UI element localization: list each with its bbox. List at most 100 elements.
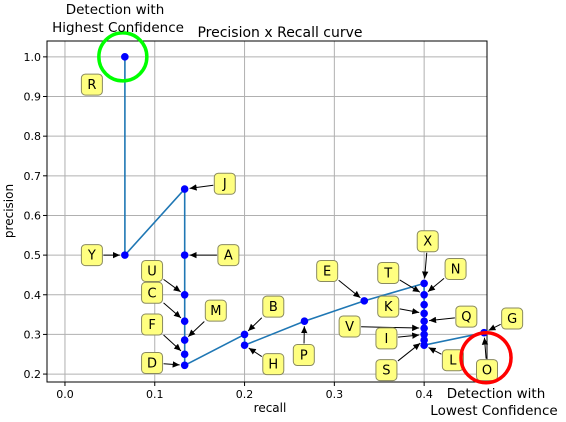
highest-confidence-circle <box>97 31 149 83</box>
data-point <box>121 53 129 61</box>
label-text-u: U <box>147 264 157 279</box>
x-axis-label: recall <box>254 401 287 415</box>
data-point <box>420 317 428 326</box>
label-box-n <box>444 257 467 280</box>
data-point <box>180 290 189 299</box>
y-tick-label: 0.8 <box>24 130 42 143</box>
series-precision-recall <box>121 53 488 370</box>
y-tick-label: 1.0 <box>24 51 42 64</box>
label-text-n: N <box>451 262 461 277</box>
label-arrow-d <box>163 361 180 368</box>
label-box-c <box>141 281 164 304</box>
label-box-j <box>213 172 236 195</box>
label-box-m <box>204 299 227 322</box>
data-point <box>300 317 309 326</box>
y-tick-label: 0.6 <box>24 209 42 222</box>
label-text-q: Q <box>461 310 471 325</box>
label-box-x <box>416 230 439 253</box>
chart-title: Precision x Recall curve <box>197 25 362 41</box>
data-point <box>180 185 189 193</box>
label-arrow-t <box>399 279 421 293</box>
label-box-b <box>262 295 285 318</box>
label-text-x: X <box>423 235 432 250</box>
label-arrow-b <box>247 317 263 332</box>
data-point <box>180 251 189 259</box>
label-arrow-k <box>399 308 420 315</box>
label-arrow-c <box>163 302 182 319</box>
plot-frame <box>46 40 488 383</box>
data-point <box>240 330 249 339</box>
label-box-e <box>316 259 339 282</box>
label-text-k: K <box>384 300 393 315</box>
data-point <box>420 341 428 350</box>
data-point <box>420 324 428 332</box>
label-arrow-o <box>481 337 489 359</box>
label-arrow-s <box>397 342 421 362</box>
label-box-v <box>338 315 361 338</box>
label-arrow-x <box>421 252 429 279</box>
label-box-g <box>501 307 524 330</box>
data-point <box>420 300 428 309</box>
label-arrow-g <box>488 323 501 331</box>
label-box-l <box>441 349 464 372</box>
label-text-d: D <box>147 356 157 371</box>
label-text-e: E <box>323 264 331 279</box>
label-text-i: I <box>385 332 389 347</box>
label-text-h: H <box>268 358 278 373</box>
grid <box>47 41 487 382</box>
label-text-m: M <box>210 304 221 319</box>
label-text-c: C <box>148 286 157 301</box>
x-tick-label: 0.0 <box>56 388 74 401</box>
label-box-p <box>292 344 315 367</box>
highest-confidence-note-line1: Detection with <box>66 2 165 18</box>
x-tick-label: 0.2 <box>236 388 254 401</box>
label-text-f: F <box>148 318 155 333</box>
label-box-i <box>375 327 398 350</box>
y-tick-label: 0.5 <box>24 249 42 262</box>
data-point <box>420 309 428 318</box>
data-point <box>180 350 189 359</box>
label-text-s: S <box>382 364 390 379</box>
label-arrow-f <box>163 334 182 352</box>
label-box-t <box>377 261 400 284</box>
axis-ticks: 0.0 0.1 0.2 0.3 0.4 0.2 0.3 0.4 0.5 0.6 0.7 0.8 0.9 1… <box>24 51 433 401</box>
label-box-o <box>476 359 498 382</box>
label-arrow-m <box>187 321 205 338</box>
label-box-a <box>217 244 240 267</box>
label-text-p: P <box>300 349 308 364</box>
label-text-g: G <box>507 312 517 327</box>
label-box-s <box>375 359 398 382</box>
label-box-r <box>80 73 103 96</box>
label-arrow-u <box>163 278 181 293</box>
label-box-d <box>141 351 164 374</box>
data-point <box>420 330 428 339</box>
label-arrow-j <box>189 184 214 191</box>
label-text-l: L <box>449 354 457 369</box>
label-text-b: B <box>269 300 278 315</box>
data-point <box>420 290 428 299</box>
label-arrow-e <box>338 279 361 299</box>
data-point <box>180 336 189 344</box>
label-arrow-h <box>248 347 263 358</box>
x-tick-label: 0.3 <box>326 388 344 401</box>
data-point <box>240 341 249 350</box>
label-text-a: A <box>224 249 233 264</box>
label-box-u <box>141 259 164 282</box>
x-tick-label: 0.1 <box>146 388 164 401</box>
lowest-confidence-note-line2: Lowest Confidence <box>430 403 557 419</box>
label-arrow-q <box>429 316 455 324</box>
data-point <box>180 361 189 370</box>
label-box-q <box>455 305 478 328</box>
highlight-circles <box>97 31 513 385</box>
x-tick-label: 0.4 <box>415 388 433 401</box>
label-box-k <box>377 295 400 318</box>
lowest-confidence-note-line1: Detection with <box>447 386 546 402</box>
label-text-y: Y <box>87 249 96 264</box>
y-tick-label: 0.7 <box>24 170 42 183</box>
highest-confidence-note-line2: Highest Confidence <box>52 20 184 36</box>
y-axis-label: precision <box>2 184 16 238</box>
y-tick-label: 0.4 <box>24 289 42 302</box>
label-box-h <box>262 353 285 376</box>
label-text-j: J <box>222 177 227 192</box>
